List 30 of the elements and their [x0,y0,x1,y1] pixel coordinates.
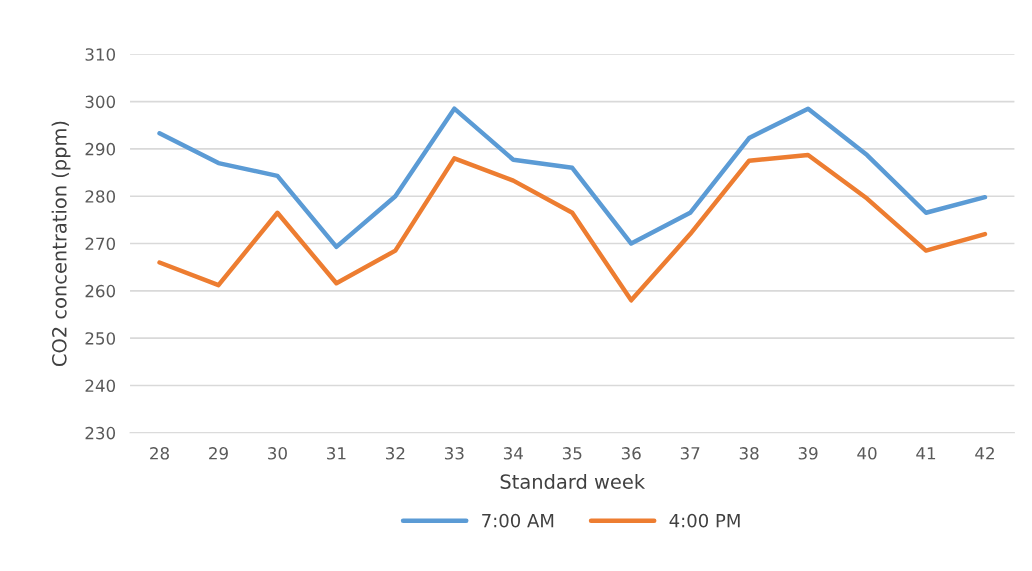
y-tick-label: 280 [85,190,116,203]
y-tick-label: 260 [85,284,116,298]
y-tick-label: 250 [85,332,116,345]
x-tick-label: 38 [739,447,759,460]
x-tick-label: 31 [327,447,346,460]
x-axis-title: Standard week [500,473,646,489]
x-tick-label: 34 [503,447,523,460]
line-series [157,152,988,303]
legend-label: 7:00 AM [482,513,554,528]
x-tick-label: 35 [562,447,582,460]
y-tick-label: 240 [85,379,116,393]
line-series [157,106,988,250]
y-tick-label: 270 [85,237,116,251]
x-tick-label: 42 [975,447,994,460]
x-tick-label: 32 [386,447,405,460]
x-tick-label: 33 [444,447,464,460]
x-tick-label: 28 [150,447,169,460]
y-tick-label: 290 [85,142,116,156]
x-tick-label: 30 [268,447,287,460]
x-tick-label: 40 [857,447,877,460]
x-tick-label: 39 [798,447,818,460]
y-axis-title: CO2 concentration (ppm) [51,121,71,366]
x-tick-label: 36 [621,447,641,460]
x-tick-label: 29 [209,447,228,460]
x-tick-label: 37 [680,447,700,460]
legend-label: 4:00 PM [669,513,740,528]
y-tick-label: 230 [85,426,116,440]
y-tick-label: 300 [85,95,116,109]
x-tick-label: 41 [916,447,936,460]
y-tick-label: 310 [85,48,116,61]
